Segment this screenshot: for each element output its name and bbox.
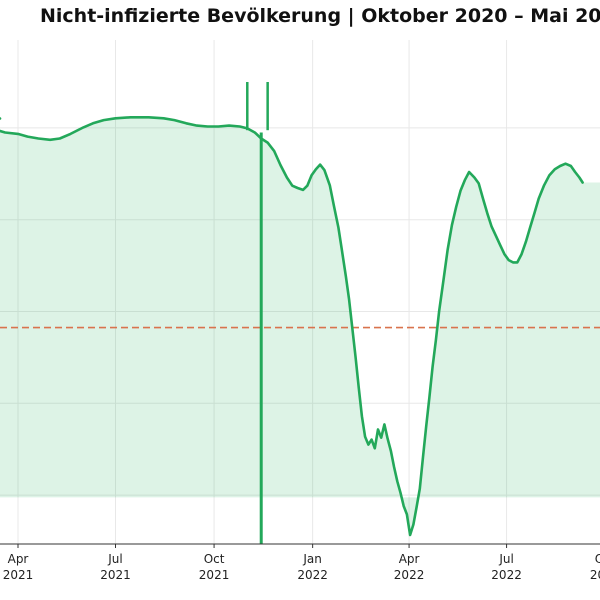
x-tick-month-label: Jul: [498, 552, 513, 566]
x-tick-year-label: 2022: [491, 568, 522, 582]
x-tick-month-label: Oct: [204, 552, 225, 566]
x-tick-year-label: 2022: [394, 568, 425, 582]
x-tick-month-label: Apr: [399, 552, 420, 566]
x-tick-year-label: 2021: [199, 568, 230, 582]
x-tick-month-label: Apr: [8, 552, 29, 566]
chart-title: Nicht-infizierte Bevölkerung | Oktober 2…: [40, 5, 600, 27]
spike-markers: [246, 82, 269, 131]
x-tick-year-label: 2021: [3, 568, 34, 582]
x-tick-month-label: Jul: [107, 552, 122, 566]
area-fill: [0, 117, 600, 535]
x-tick-month-label: Oct: [595, 552, 600, 566]
series-line: [0, 116, 584, 537]
x-tick-year-label: 2022: [297, 568, 328, 582]
grid: [0, 40, 600, 544]
x-tick-month-label: Jan: [302, 552, 322, 566]
x-tick-year-label: 2021: [100, 568, 131, 582]
x-tick-year-label: 2022: [590, 568, 600, 582]
x-ticks: Apr 2021 Jul 2021 Oct 2021 Jan 2022 Apr 2022 Jul 20…: [3, 544, 600, 582]
